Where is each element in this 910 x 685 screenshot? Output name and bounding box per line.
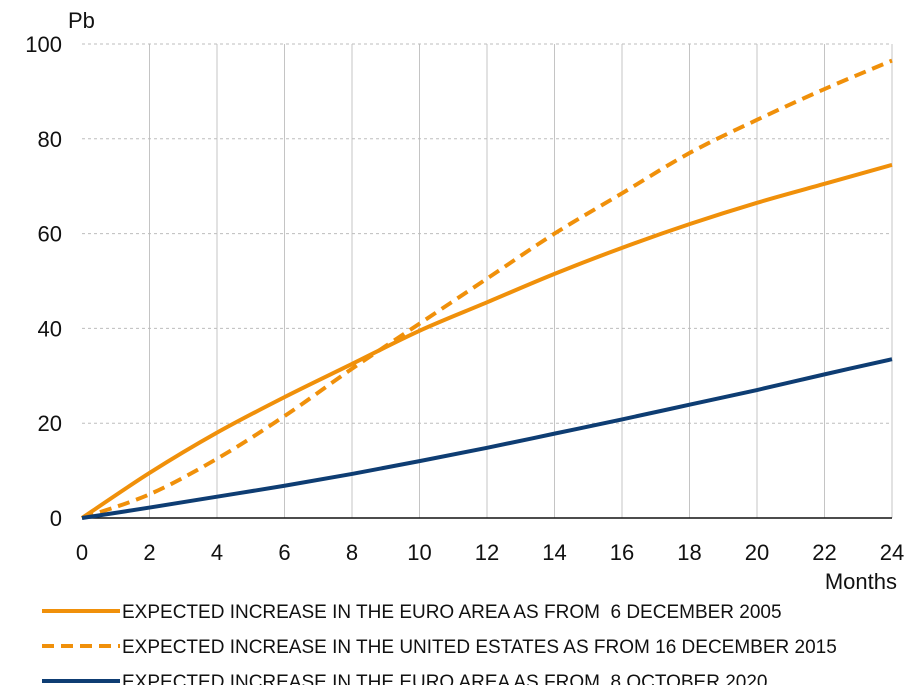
- x-tick-label-7: 14: [542, 540, 566, 565]
- x-tick-label-0: 0: [76, 540, 88, 565]
- legend-item-2: EXPECTED INCREASE IN THE UNITED ESTATES …: [42, 637, 837, 658]
- x-tick-label-2: 4: [211, 540, 223, 565]
- y-tick-label-2: 40: [38, 316, 62, 341]
- x-axis-unit: Months: [825, 569, 897, 594]
- series-layer: [80, 58, 893, 520]
- series-line-2: [81, 58, 893, 520]
- legend-item-3: EXPECTED INCREASE IN THE EURO AREA AS FR…: [42, 672, 767, 685]
- grid-lines: [82, 43, 893, 518]
- y-tick-label-0: 0: [50, 506, 62, 531]
- series-line-1: [80, 162, 893, 520]
- x-tick-label-8: 16: [610, 540, 634, 565]
- x-tick-label-5: 10: [407, 540, 431, 565]
- x-tick-label-1: 2: [143, 540, 155, 565]
- legend-item-1: EXPECTED INCREASE IN THE EURO AREA AS FR…: [42, 602, 782, 623]
- x-tick-label-10: 20: [745, 540, 769, 565]
- legend: EXPECTED INCREASE IN THE EURO AREA AS FR…: [42, 602, 837, 685]
- x-tick-label-11: 22: [812, 540, 836, 565]
- y-axis-unit: Pb: [68, 8, 95, 33]
- x-tick-label-9: 18: [677, 540, 701, 565]
- y-tick-label-1: 20: [38, 411, 62, 436]
- x-tick-label-3: 6: [278, 540, 290, 565]
- x-tick-label-4: 8: [346, 540, 358, 565]
- y-tick-label-4: 80: [38, 127, 62, 152]
- x-tick-label-6: 12: [475, 540, 499, 565]
- series-line-3: [81, 357, 893, 520]
- legend-label-1: EXPECTED INCREASE IN THE EURO AREA AS FR…: [122, 602, 782, 623]
- y-tick-label-3: 60: [38, 222, 62, 247]
- x-tick-label-12: 24: [880, 540, 904, 565]
- y-tick-label-5: 100: [25, 32, 62, 57]
- legend-label-3: EXPECTED INCREASE IN THE EURO AREA AS FR…: [122, 672, 767, 685]
- legend-label-2: EXPECTED INCREASE IN THE UNITED ESTATES …: [122, 637, 837, 658]
